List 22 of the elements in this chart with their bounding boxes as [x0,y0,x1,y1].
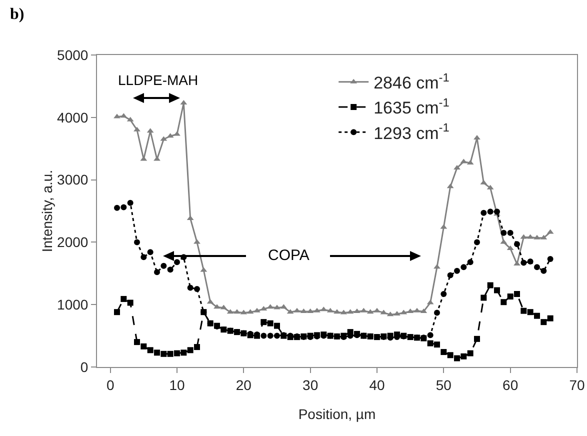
y-tick-label: 1000 [57,296,88,312]
x-axis-title: Position, µm [298,406,376,422]
x-tick-label: 40 [369,376,385,393]
text: b) [10,6,24,23]
legend-label: 1293 cm$^{-1}$ [374,120,450,143]
x-tick-label: 0 [106,376,114,393]
annotation: COPA [268,247,310,264]
legend-label: 2846 cm$^{-1}$ [374,70,450,93]
y-tick-label: 4000 [57,109,88,126]
x-tick-label: 20 [236,376,252,393]
y-tick-label: 3000 [57,172,88,188]
x-tick-label: 10 [169,376,185,393]
y-tick-label: 5000 [57,46,88,63]
y-tick-label: 2000 [57,234,88,250]
y-tick-label: 0 [80,358,88,375]
x-tick-label: 30 [302,376,318,393]
annotation: LLDPE-MAH [118,72,198,88]
y-axis-title: Intensity, a.u. [39,170,56,252]
x-tick-label: 50 [436,376,452,393]
legend-label: 1635 cm$^{-1}$ [374,96,450,118]
x-tick-label: 60 [502,376,518,393]
x-tick-label: 70 [569,376,585,393]
